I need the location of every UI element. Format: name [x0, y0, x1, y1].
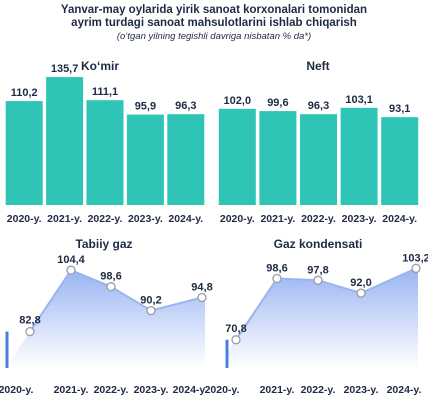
neft-value-label-3: 96,3	[308, 100, 329, 112]
tabiiy-gaz-point-1	[25, 326, 35, 337]
gaz-kondensati-point-5	[411, 263, 421, 274]
komir-value-label-3: 111,1	[92, 86, 118, 98]
tabiiy-gaz-x-tick-5: 2024-y.	[173, 384, 208, 396]
tabiiy-gaz-point-3	[106, 282, 116, 292]
komir-bar-4	[126, 114, 164, 205]
gaz-kondensati-title: Gaz kondensati	[274, 237, 363, 251]
neft-x-tick-3: 2022-y.	[301, 213, 336, 225]
tabiiy-gaz-value-label-1: 82,8	[19, 315, 40, 327]
gaz-kondensati-value-label-5: 103,2	[402, 252, 428, 264]
gaz-kondensati-point-3	[313, 275, 323, 285]
neft-title: Neft	[306, 59, 329, 73]
komir-value-label-2: 135,7	[51, 63, 79, 75]
neft-value-label-4: 103,1	[345, 94, 373, 106]
tabiiy-gaz-value-label-5: 94,8	[191, 282, 212, 294]
gaz-kondensati-x-tick-1: 2020-y.	[205, 384, 240, 396]
gaz-kondensati-point-1	[231, 335, 241, 345]
gaz-kondensati-point-2	[272, 273, 282, 284]
tabiiy-gaz-x-tick-4: 2023-y.	[134, 384, 169, 396]
gaz-kondensati-x-tick-5: 2024-y.	[387, 384, 422, 396]
komir-x-tick-4: 2023-y.	[128, 213, 163, 225]
neft-value-label-1: 102,0	[224, 95, 252, 107]
neft-x-tick-5: 2024-y.	[382, 213, 417, 225]
tabiiy-gaz-x-tick-1: 2020-y.	[0, 384, 33, 396]
komir-value-label-1: 110,2	[11, 87, 38, 99]
neft-x-tick-1: 2020-y.	[220, 213, 255, 225]
tabiiy-gaz-point-4	[146, 305, 156, 316]
gaz-kondensati-x-tick-4: 2023-y.	[344, 384, 379, 396]
komir-x-tick-1: 2020-y.	[7, 213, 42, 225]
gaz-kondensati-area	[226, 268, 418, 368]
tabiiy-gaz-point-2	[66, 265, 76, 275]
komir-bar-3	[86, 100, 124, 205]
neft-bar-5	[381, 117, 419, 205]
komir-bar-5	[167, 114, 205, 205]
tabiiy-gaz-value-label-3: 98,6	[100, 271, 121, 283]
neft-value-label-5: 93,1	[389, 103, 410, 115]
komir-title: Ko‘mir	[81, 59, 119, 73]
neft-bar-4	[340, 107, 378, 205]
neft-bar-1	[218, 108, 256, 205]
chart-title-line-1: Yanvar-may oylarida yirik sanoat korxona…	[60, 4, 368, 16]
gaz-kondensati-value-label-3: 97,8	[307, 264, 328, 276]
gaz-kondensati-point-4	[356, 288, 366, 298]
chart-subtitle: (o‘tgan yilning tegishli davriga nisbata…	[116, 31, 312, 42]
gaz-kondensati-x-tick-3: 2022-y.	[301, 384, 336, 396]
neft-bar-2	[259, 111, 297, 205]
tabiiy-gaz-x-tick-2: 2021-y.	[54, 384, 89, 396]
tabiiy-gaz-title: Tabiiy gaz	[75, 237, 132, 251]
tabiiy-gaz-value-label-4: 90,2	[140, 295, 161, 307]
komir-value-label-4: 95,9	[135, 101, 156, 113]
gaz-kondensati-x-tick-2: 2021-y.	[260, 384, 295, 396]
komir-bar-1	[5, 101, 43, 205]
komir-bar-2	[46, 77, 84, 205]
gaz-kondensati-value-label-4: 92,0	[350, 277, 371, 289]
tabiiy-gaz-value-label-2: 104,4	[57, 254, 85, 266]
neft-value-label-2: 99,6	[267, 97, 288, 109]
tabiiy-gaz-x-tick-3: 2022-y.	[94, 384, 129, 396]
neft-x-tick-4: 2023-y.	[342, 213, 377, 225]
chart-title-line-2: ayrim turdagi sanoat mahsulotlarini ishl…	[71, 17, 357, 29]
neft-bar-3	[300, 114, 337, 205]
tabiiy-gaz-point-5	[197, 292, 207, 303]
komir-x-tick-3: 2022-y.	[88, 213, 123, 225]
neft-x-tick-2: 2021-y.	[260, 213, 295, 225]
gaz-kondensati-value-label-2: 98,6	[266, 263, 287, 275]
gaz-kondensati-value-label-1: 70,8	[225, 323, 246, 335]
komir-x-tick-2: 2021-y.	[47, 213, 82, 225]
komir-value-label-5: 96,3	[175, 100, 196, 112]
komir-x-tick-5: 2024-y.	[168, 213, 203, 225]
